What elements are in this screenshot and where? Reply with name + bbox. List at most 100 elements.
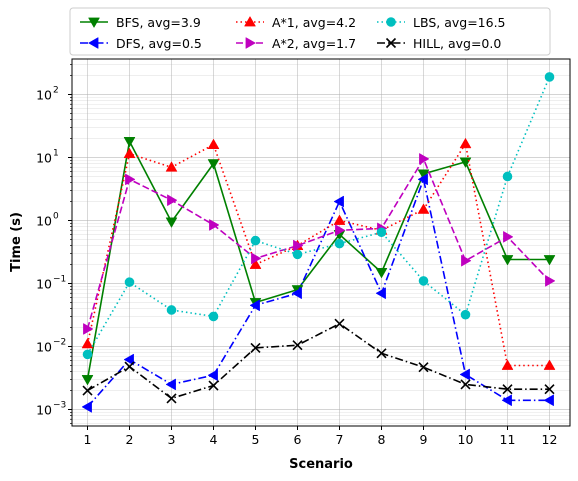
data-point (82, 349, 93, 360)
y-tick-exponent: 2 (53, 86, 59, 96)
y-tick-label: 10 (36, 214, 52, 229)
plot-frame (71, 58, 571, 427)
x-tick-label: 12 (542, 432, 558, 447)
data-point (165, 378, 176, 391)
legend-marker (88, 17, 100, 29)
series-layer (81, 72, 556, 413)
legend-label: HILL, avg=0.0 (413, 36, 501, 51)
data-point (208, 380, 219, 391)
data-point (334, 238, 345, 249)
y-tick-label: 10 (36, 277, 52, 292)
y-tick-label: 10 (36, 340, 52, 355)
legend-label: A*2, avg=1.7 (272, 36, 356, 51)
x-tick-label: 10 (458, 432, 474, 447)
legend-label: A*1, avg=4.2 (272, 15, 356, 30)
series-line (86, 178, 550, 408)
data-point (543, 394, 554, 407)
data-point (250, 235, 261, 246)
data-point (333, 195, 344, 208)
data-point (123, 147, 136, 159)
data-point (417, 173, 428, 186)
data-point (81, 400, 92, 413)
y-tick-label: 10 (36, 403, 52, 418)
data-point (207, 159, 220, 170)
x-tick-label: 11 (500, 432, 516, 447)
legend-label: BFS, avg=3.9 (116, 15, 201, 30)
data-point (417, 203, 430, 214)
legend-marker (385, 37, 397, 49)
data-point (209, 219, 220, 231)
data-point (544, 72, 555, 82)
data-point (501, 255, 514, 266)
legend-marker (244, 15, 256, 27)
data-point (376, 348, 387, 359)
data-point (208, 311, 219, 322)
x-axis-label: Scenario (289, 457, 353, 472)
x-tick-label: 4 (210, 432, 218, 447)
series-dfs (81, 173, 554, 413)
x-tick-label: 6 (294, 432, 302, 447)
data-point (291, 287, 302, 300)
data-point (167, 194, 178, 207)
data-point (333, 214, 346, 225)
y-tick-exponent: 0 (53, 212, 59, 222)
data-point (123, 137, 136, 148)
data-point (460, 379, 471, 390)
data-point (125, 173, 136, 186)
data-point (166, 393, 177, 404)
series-a2 (83, 152, 556, 335)
data-point (460, 309, 471, 320)
x-tick-label: 9 (420, 432, 428, 447)
data-point (249, 258, 262, 269)
legend-label: LBS, avg=16.5 (413, 15, 506, 30)
data-point (292, 340, 303, 351)
data-point (293, 239, 304, 252)
data-point (461, 254, 472, 267)
series-line (86, 158, 551, 330)
series-hill (82, 318, 555, 404)
series-line (86, 76, 551, 355)
data-point (81, 337, 94, 349)
data-point (544, 384, 555, 395)
data-point (82, 385, 93, 396)
data-point (166, 305, 177, 315)
data-point (459, 368, 470, 381)
data-point (124, 277, 135, 287)
y-axis-label: Time (s) (9, 212, 24, 272)
data-point (292, 249, 303, 260)
x-tick-label: 1 (84, 432, 92, 447)
series-line (87, 322, 550, 400)
data-point (375, 287, 386, 300)
data-point (501, 394, 512, 407)
data-point (251, 252, 262, 265)
data-point (165, 217, 178, 228)
data-point (249, 299, 260, 312)
data-point (543, 359, 556, 370)
data-point (81, 375, 94, 386)
data-point (459, 137, 472, 149)
legend-label: DFS, avg=0.5 (116, 36, 202, 51)
legend-box (69, 7, 551, 56)
data-point (501, 359, 514, 370)
y-tick-exponent: −2 (53, 338, 66, 348)
plot-background (72, 59, 570, 426)
y-tick-exponent: 1 (53, 149, 59, 159)
data-point (207, 138, 220, 150)
data-point (250, 342, 261, 353)
data-point (207, 369, 218, 382)
data-point (502, 171, 513, 182)
data-point (375, 268, 388, 279)
y-tick-label: 10 (36, 88, 52, 103)
x-axis: 1 2 3 4 5 6 7 8 9 10 11 12 (84, 426, 558, 447)
data-point (418, 276, 429, 286)
x-tick-label: 5 (252, 432, 260, 447)
data-point (543, 255, 556, 266)
data-point (334, 318, 345, 329)
data-point (503, 230, 514, 243)
data-point (419, 152, 430, 165)
data-point (335, 224, 346, 237)
data-point (123, 353, 134, 366)
legend-marker (386, 17, 396, 27)
